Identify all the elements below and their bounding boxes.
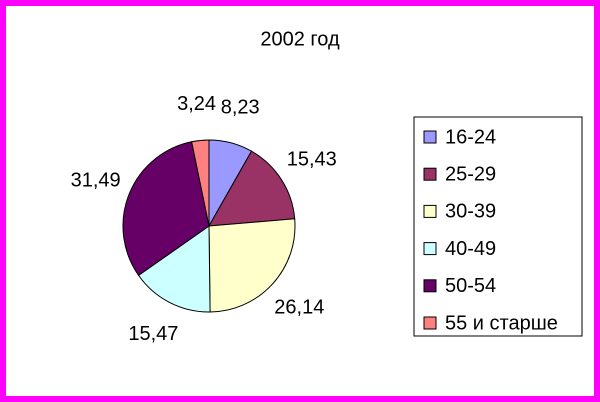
legend-swatch <box>423 167 437 181</box>
data-label: 15,43 <box>287 149 337 171</box>
data-label: 26,14 <box>274 296 324 318</box>
pie-slice <box>191 139 210 227</box>
legend-label: 55 и старше <box>445 312 558 334</box>
legend-swatch <box>423 204 437 218</box>
legend-label: 40-49 <box>445 238 496 260</box>
legend-swatch <box>423 316 437 330</box>
legend-label: 50-54 <box>445 275 496 297</box>
legend-box <box>413 116 583 337</box>
data-label: 8,23 <box>221 96 260 118</box>
pie-slice <box>137 225 211 313</box>
data-label: 3,24 <box>177 93 216 115</box>
legend-label: 30-39 <box>445 201 496 223</box>
legend-swatch <box>423 130 437 144</box>
legend-label: 16-24 <box>445 126 496 148</box>
legend-label: 25-29 <box>445 163 496 185</box>
pie-slice <box>208 150 296 227</box>
chart-title: 2002 год <box>260 28 340 50</box>
data-label: 31,49 <box>71 169 121 191</box>
legend-swatch <box>423 242 437 256</box>
pie-slice <box>208 218 296 313</box>
pie-slice <box>122 141 210 277</box>
legend-swatch <box>423 279 437 293</box>
data-label: 15,47 <box>128 323 178 345</box>
